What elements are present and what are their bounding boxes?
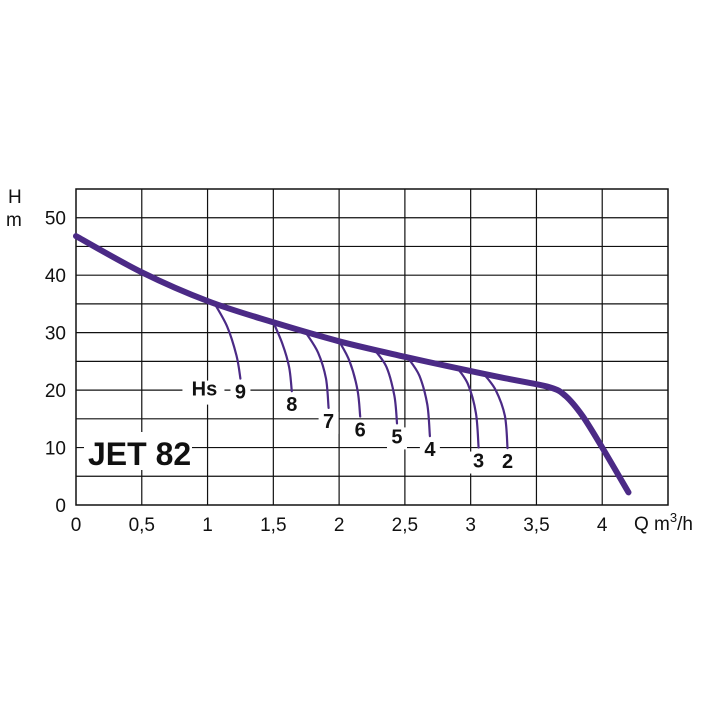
- x-tick-labels: 0 0,5 1 1,5 2 2,5 3 3,5 4: [71, 515, 608, 536]
- suction-curve-hs-2: [482, 372, 509, 450]
- suction-curve-hs-6: [338, 340, 362, 418]
- suction-axis-label-backdrop: [182, 380, 225, 405]
- x-tick-label: 2: [334, 515, 345, 536]
- y-tick-label: 10: [45, 439, 66, 460]
- x-tick-label: 3,5: [523, 515, 549, 536]
- x-tick-label: 1: [202, 515, 213, 536]
- title-backdrop: [84, 432, 192, 470]
- suction-curve-label: 4: [424, 439, 436, 461]
- y-tick-label: 0: [55, 496, 66, 517]
- suction-label-5-backdrop: [386, 427, 407, 450]
- suction-curve-hs-5: [373, 348, 399, 425]
- suction-label-6-backdrop: [350, 420, 371, 443]
- grid: [76, 189, 668, 505]
- x-tick-label: 0,5: [129, 515, 155, 536]
- suction-label-4-backdrop: [419, 440, 440, 463]
- suction-curve-label: 5: [391, 426, 402, 448]
- x-axis-label: Q m3/h: [634, 510, 693, 535]
- suction-curve-hs-4: [406, 356, 431, 438]
- suction-curve-label: 6: [355, 420, 366, 442]
- suction-curve-hs-8: [272, 321, 293, 393]
- suction-curve-label: 8: [286, 394, 297, 416]
- suction-label-7-backdrop: [318, 411, 339, 434]
- pump-curve-main: [73, 233, 632, 496]
- suction-curve-label: 3: [473, 451, 484, 473]
- model-title: JET 82: [88, 436, 191, 472]
- suction-curve-hs-7: [305, 332, 330, 409]
- curve-labels: 9 Hs 8 7 6 54 3 2: [182, 379, 518, 475]
- x-tick-label: 1,5: [260, 515, 286, 536]
- y-axis-label-h: H: [8, 187, 22, 208]
- suction-label-9-backdrop: [230, 382, 251, 405]
- x-tick-label: 0: [71, 515, 82, 536]
- x-tick-label: 3: [465, 515, 476, 536]
- suction-curve-hs-3: [456, 367, 480, 449]
- suction-axis-label: Hs: [192, 379, 218, 401]
- suction-curve-label: 7: [323, 411, 334, 433]
- y-axis-label-m: m: [6, 210, 22, 231]
- curves: [73, 233, 632, 496]
- y-tick-label: 50: [45, 209, 66, 230]
- x-tick-label: 4: [597, 515, 608, 536]
- y-tick-label: 20: [45, 381, 66, 402]
- suction-label-8-backdrop: [281, 395, 302, 418]
- suction-label-2-backdrop: [497, 452, 518, 475]
- y-tick-label: 30: [45, 324, 66, 345]
- suction-curve-label: 2: [502, 451, 513, 473]
- suction-curve-hs-9: [213, 301, 242, 380]
- x-tick-label: 2,5: [392, 515, 418, 536]
- y-tick-label: 40: [45, 266, 66, 287]
- suction-curve-label: 9: [235, 382, 246, 404]
- plot-frame: [75, 188, 669, 506]
- suction-label-3-backdrop: [468, 451, 489, 474]
- y-tick-labels: 0 10 20 30 40 50: [45, 209, 66, 517]
